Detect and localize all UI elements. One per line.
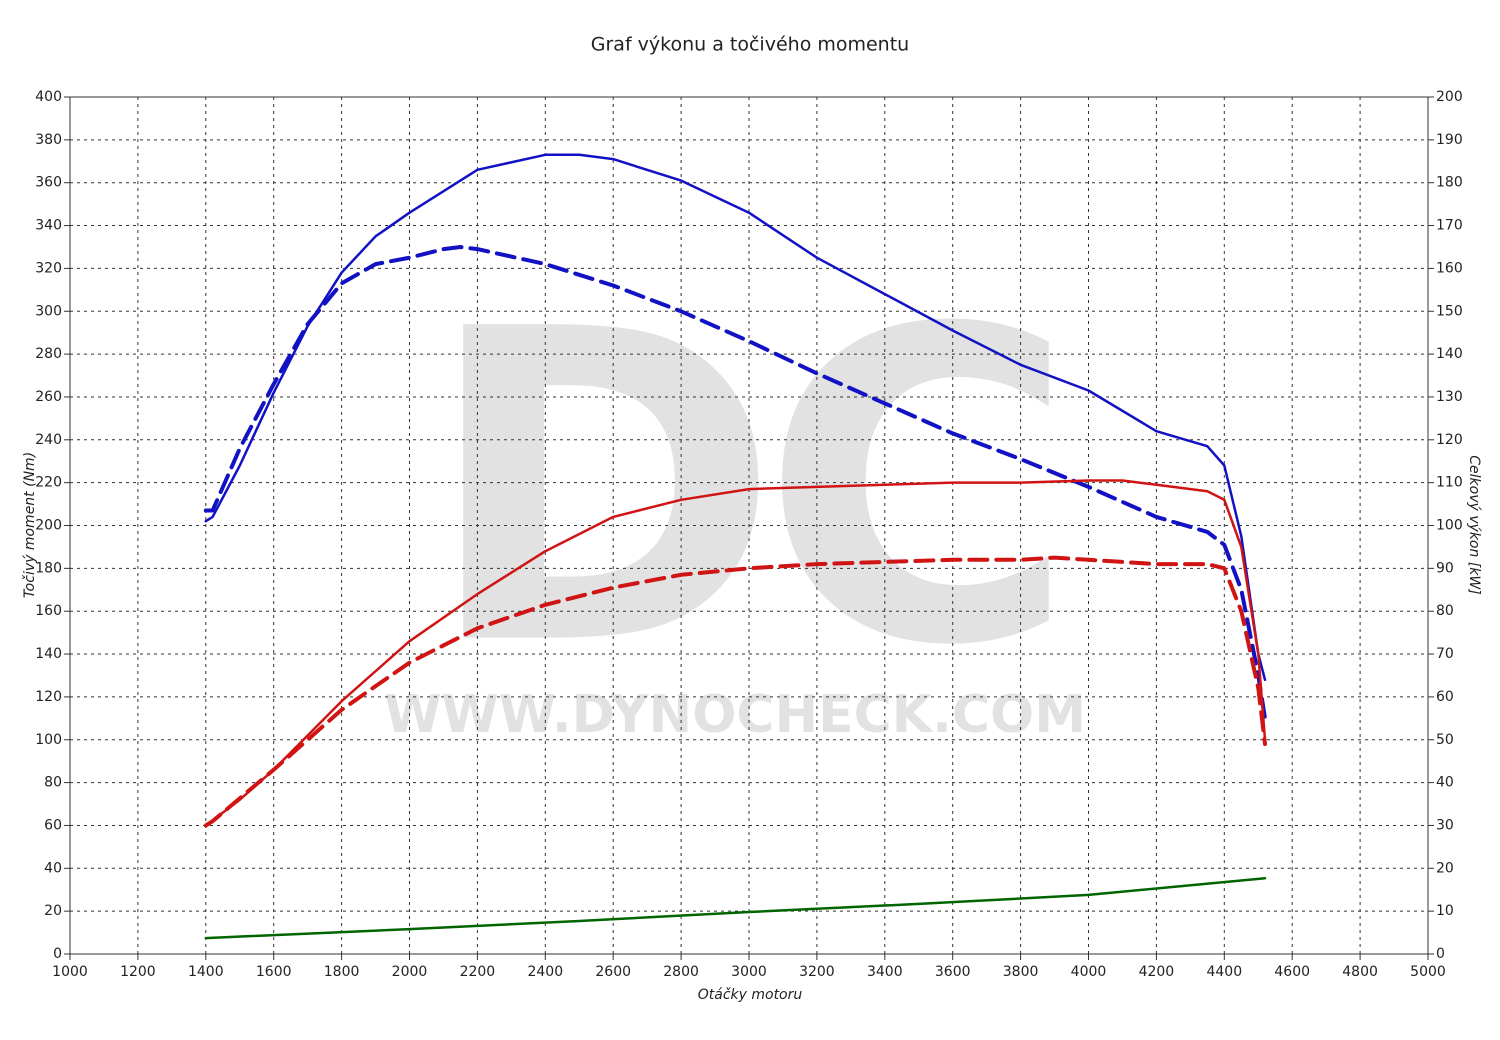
y2-tick-label: 70 — [1436, 646, 1454, 662]
x-tick-label: 4000 — [1071, 964, 1107, 980]
x-tick-label: 2000 — [392, 964, 428, 980]
x-tick-label: 1600 — [256, 964, 292, 980]
y2-tick-label: 10 — [1436, 903, 1454, 919]
x-tick-label: 2400 — [527, 964, 563, 980]
y-tick-label: 400 — [35, 89, 62, 105]
y2-tick-label: 200 — [1436, 89, 1463, 105]
x-tick-label: 4200 — [1139, 964, 1175, 980]
y2-tick-label: 130 — [1436, 389, 1463, 405]
series-line — [204, 876, 1267, 940]
x-axis-label: Otáčky motoru — [698, 987, 803, 1003]
x-tick-label: 4800 — [1342, 964, 1378, 980]
series-line — [203, 245, 1267, 721]
y-tick-label: 380 — [35, 132, 62, 148]
y2-tick-label: 80 — [1436, 603, 1454, 619]
y2-tick-label: 20 — [1436, 860, 1454, 876]
y-tick-label: 300 — [35, 303, 62, 319]
y2-tick-label: 100 — [1436, 518, 1463, 534]
y2-tick-label: 120 — [1436, 432, 1463, 448]
x-tick-label: 3800 — [1003, 964, 1039, 980]
y-tick-label: 100 — [35, 732, 62, 748]
x-tick-label: 5000 — [1410, 964, 1446, 980]
y-tick-label: 140 — [35, 646, 62, 662]
y-tick-label: 120 — [35, 689, 62, 705]
y2-tick-label: 90 — [1436, 560, 1454, 576]
x-tick-label: 1000 — [52, 964, 88, 980]
watermark-url: WWW.DYNOCHECK.COM — [384, 685, 1086, 745]
y2-tick-label: 30 — [1436, 817, 1454, 833]
y-tick-label: 220 — [35, 475, 62, 491]
x-tick-label: 3000 — [731, 964, 767, 980]
y-tick-label: 40 — [44, 860, 62, 876]
y-tick-label: 360 — [35, 175, 62, 191]
series-line — [203, 555, 1267, 828]
x-tick-label: 2600 — [595, 964, 631, 980]
y2-tick-label: 0 — [1436, 946, 1445, 962]
x-tick-label: 4400 — [1206, 964, 1242, 980]
x-tick-label: 3200 — [799, 964, 835, 980]
y2-tick-label: 150 — [1436, 303, 1463, 319]
x-tick-label: 1400 — [188, 964, 224, 980]
y2-tick-label: 180 — [1436, 175, 1463, 191]
y-tick-label: 60 — [44, 817, 62, 833]
y-tick-label: 260 — [35, 389, 62, 405]
y-tick-label: 80 — [44, 775, 62, 791]
y-tick-label: 240 — [35, 432, 62, 448]
y2-tick-label: 110 — [1436, 475, 1463, 491]
y-tick-label: 340 — [35, 218, 62, 234]
y2-tick-label: 60 — [1436, 689, 1454, 705]
chart-title: Graf výkonu a točivého momentu — [591, 34, 909, 56]
y2-tick-label: 190 — [1436, 132, 1463, 148]
x-tick-label: 2800 — [663, 964, 699, 980]
x-tick-label: 1800 — [324, 964, 360, 980]
y2-tick-label: 40 — [1436, 775, 1454, 791]
y-tick-label: 180 — [35, 560, 62, 576]
x-tick-label: 3600 — [935, 964, 971, 980]
y-axis-label: Točivý moment (Nm) — [22, 452, 38, 598]
series-line — [204, 479, 1267, 827]
x-tick-label: 2200 — [460, 964, 496, 980]
y2-tick-label: 160 — [1436, 260, 1463, 276]
x-tick-label: 4600 — [1274, 964, 1310, 980]
y-tick-label: 320 — [35, 260, 62, 276]
y-tick-label: 280 — [35, 346, 62, 362]
y2-axis-label: Celkový výkon [kW] — [1466, 455, 1482, 594]
y-tick-label: 160 — [35, 603, 62, 619]
y-tick-label: 20 — [44, 903, 62, 919]
y2-tick-label: 170 — [1436, 218, 1463, 234]
y-tick-label: 0 — [53, 946, 62, 962]
y2-tick-label: 50 — [1436, 732, 1454, 748]
x-tick-label: 3400 — [867, 964, 903, 980]
y-tick-label: 200 — [35, 518, 62, 534]
x-tick-label: 1200 — [120, 964, 156, 980]
y2-tick-label: 140 — [1436, 346, 1463, 362]
plot-frame — [69, 96, 1429, 955]
